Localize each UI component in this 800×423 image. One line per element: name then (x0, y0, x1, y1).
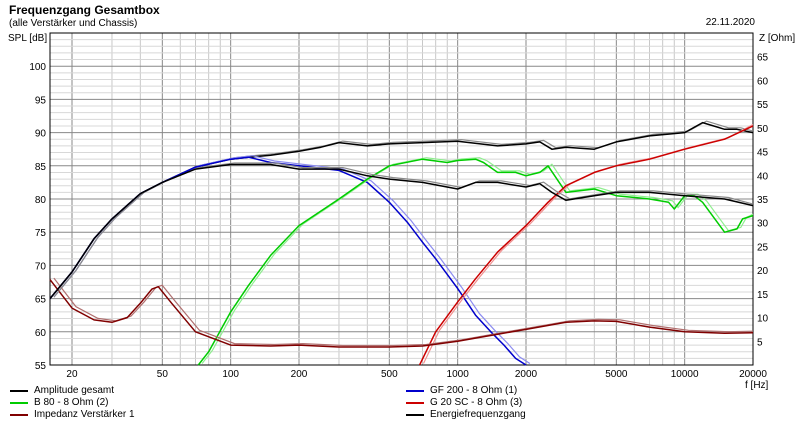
y-right-tick-label: 25 (757, 242, 769, 253)
x-tick-label: 200 (291, 369, 308, 380)
y-left-tick-label: 75 (35, 228, 47, 239)
y-left-tick-label: 95 (35, 95, 47, 106)
chart-legend: Amplitude gesamt B 80 - 8 Ohm (2) Impeda… (0, 383, 800, 423)
y-right-tick-label: 55 (757, 100, 769, 111)
legend-label: Energiefrequenzgang (430, 409, 526, 420)
series-ghost-energiefrequenzgang (53, 162, 754, 298)
series-ghost-g-20-sc-8-ohm-3 (422, 123, 754, 364)
series-ghost-b-80-8-ohm-2 (201, 157, 754, 364)
y-left-tick-label: 85 (35, 162, 47, 173)
plot-frame (49, 32, 754, 366)
y-right-tick-label: 40 (757, 171, 769, 182)
y-left-tick-label: 60 (35, 328, 47, 339)
legend-swatch (406, 389, 424, 392)
legend-item-energiefrequenzgang: Energiefrequenzgang (406, 409, 526, 420)
y-right-tick-label: 60 (757, 76, 769, 87)
plot-grid (50, 32, 754, 366)
legend-item-g20sc: G 20 SC - 8 Ohm (3) (406, 397, 522, 408)
legend-item-gf200: GF 200 - 8 Ohm (1) (406, 385, 517, 396)
y-left-tick-label: 80 (35, 195, 47, 206)
y-right-tick-label: 50 (757, 124, 769, 135)
y-right-tick-label: 45 (757, 148, 769, 159)
chart-title: Frequenzgang Gesamtbox (9, 3, 160, 17)
series-line-energiefrequenzgang (49, 163, 754, 300)
x-tick-label: 20 (66, 369, 78, 380)
y-right-tick-label: 15 (757, 290, 769, 301)
chart-subtitle: (alle Verstärker und Chassis) (9, 18, 138, 29)
series-line-g-20-sc-8-ohm-3 (418, 125, 754, 366)
legend-label: Amplitude gesamt (34, 385, 115, 396)
x-tick-label: 2000 (515, 369, 538, 380)
legend-label: GF 200 - 8 Ohm (1) (430, 385, 518, 396)
y-left-tick-label: 65 (35, 295, 47, 306)
y-left-axis-label: SPL [dB] (8, 33, 47, 44)
legend-item-b80: B 80 - 8 Ohm (2) (10, 397, 108, 408)
y-left-tick-label: 100 (29, 62, 46, 73)
x-tick-label: 20000 (739, 369, 767, 380)
legend-swatch (10, 413, 28, 416)
legend-label: B 80 - 8 Ohm (2) (34, 397, 109, 408)
y-right-tick-label: 10 (757, 314, 769, 325)
y-right-axis-label: Z [Ohm] (759, 33, 795, 44)
series-line-impedanz-verst-rker-1 (49, 279, 754, 348)
series-ghost-amplitude-gesamt (53, 120, 754, 298)
legend-swatch (406, 401, 424, 404)
series-line-b-80-8-ohm-2 (197, 158, 754, 366)
y-right-tick-label: 5 (757, 337, 763, 348)
y-right-tick-label: 20 (757, 266, 769, 277)
x-tick-label: 1000 (447, 369, 470, 380)
x-tick-label: 5000 (605, 369, 628, 380)
legend-swatch (10, 401, 28, 404)
y-right-tick-label: 35 (757, 195, 769, 206)
x-tick-label: 10000 (671, 369, 699, 380)
y-right-tick-label: 65 (757, 53, 769, 64)
x-tick-label: 500 (381, 369, 398, 380)
y-left-tick-label: 70 (35, 261, 47, 272)
x-tick-label: 50 (157, 369, 169, 380)
legend-label: Impedanz Verstärker 1 (34, 409, 135, 420)
series-ghost-impedanz-verst-rker-1 (53, 277, 754, 347)
plot-series (49, 120, 754, 366)
y-left-tick-label: 55 (35, 361, 47, 372)
legend-label: G 20 SC - 8 Ohm (3) (430, 397, 523, 408)
legend-item-impedanz: Impedanz Verstärker 1 (10, 409, 135, 420)
legend-swatch (10, 389, 28, 392)
legend-item-amplitude-gesamt: Amplitude gesamt (10, 385, 114, 396)
axis-ticks: 20 50 100 200 500 1000 2000 5000 10000 20000 55 60 6… (29, 53, 768, 380)
y-right-tick-label: 30 (757, 219, 769, 230)
chart-date: 22.11.2020 (705, 17, 755, 28)
x-tick-label: 100 (222, 369, 239, 380)
y-left-tick-label: 90 (35, 129, 47, 140)
legend-swatch (406, 413, 424, 416)
x-axis-label: f [Hz] (745, 380, 769, 391)
